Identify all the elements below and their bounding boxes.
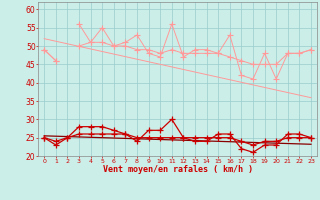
X-axis label: Vent moyen/en rafales ( km/h ): Vent moyen/en rafales ( km/h ) bbox=[103, 165, 252, 174]
